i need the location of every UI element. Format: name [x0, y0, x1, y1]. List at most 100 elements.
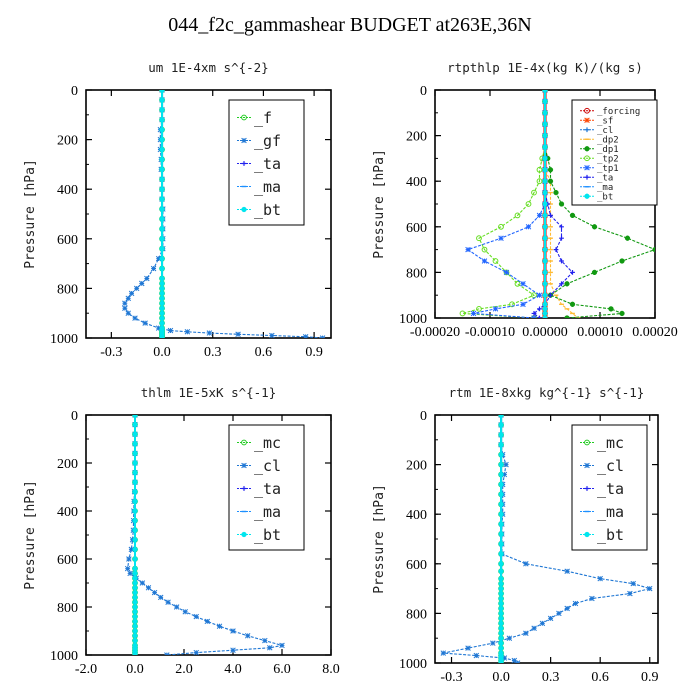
legend-label_bt: _bt [254, 526, 281, 544]
legend-label_dp1: _dp1 [597, 145, 619, 155]
x-tick-label: 2.0 [175, 662, 193, 677]
data-point_bt [132, 570, 138, 577]
y-tick-label: 600 [57, 553, 78, 568]
data-point_bt [542, 144, 548, 150]
legend-label_tp1: _tp1 [597, 164, 619, 174]
y-tick-label: 200 [57, 134, 78, 149]
data-point_bt [159, 117, 165, 123]
data-point_cl [503, 461, 509, 468]
data-point_bt [498, 595, 504, 602]
data-point_gf [122, 300, 128, 307]
data-point_bt [498, 521, 504, 527]
data-point_tp2 [509, 301, 515, 308]
data-point_cl [473, 652, 480, 659]
legend-label_forcing: _forcing [597, 107, 640, 117]
data-point_bt [159, 335, 165, 338]
series_bt [132, 415, 138, 655]
data-point_bt [132, 599, 138, 605]
data-point_dp1 [569, 212, 576, 219]
y-tick-label: 1000 [399, 657, 427, 672]
legend-label_ta: _ta [597, 173, 613, 183]
data-point_bt [542, 132, 548, 139]
data-point_bt [132, 618, 138, 625]
data-point_bt [159, 246, 165, 252]
data-point_gf [184, 329, 191, 335]
data-point_bt [159, 107, 165, 113]
data-point_bt [132, 604, 138, 610]
data-point_bt [498, 625, 504, 631]
data-point_cl [216, 623, 223, 629]
data-point_gf [302, 334, 309, 338]
data-point_bt [132, 652, 138, 655]
legend-label_cl: _cl [597, 126, 613, 136]
data-point_bt [132, 594, 138, 601]
data-point_bt [132, 609, 138, 615]
x-tick-label: 0.0 [492, 670, 510, 685]
data-point_bt [542, 315, 548, 318]
data-point_tp2 [525, 201, 532, 207]
data-point_bt [498, 511, 504, 517]
data-point_cl [139, 580, 146, 586]
data-point_bt [132, 623, 138, 629]
data-point_cl [501, 655, 508, 661]
x-tick-label: -0.00010 [465, 325, 515, 340]
data-point_tp1 [525, 224, 532, 230]
data-point_cl [230, 647, 236, 653]
series_bt [498, 415, 504, 663]
data-point_tp1 [498, 235, 504, 241]
legend-label_tp2: _tp2 [597, 154, 619, 164]
data-point_bt [498, 551, 504, 557]
data-point_ta [553, 247, 559, 252]
data-point_bt [132, 450, 138, 457]
chart-panel-um: um 1E-4xm s^{-2} 0 200 400 600 800 1000 -0.3 0.0… [23, 60, 332, 360]
data-point_gf [235, 331, 241, 338]
data-point_tp2 [498, 223, 504, 230]
legend-label_bt: _bt [597, 526, 624, 544]
legend-marker_bt [584, 193, 590, 199]
data-point_cl [182, 609, 188, 615]
data-point_gf [150, 265, 157, 272]
data-point_bt [159, 206, 165, 212]
data-point_cl [128, 546, 135, 553]
data-point_bt [542, 292, 548, 298]
data-point_bt [132, 421, 138, 428]
data-point_bt [542, 246, 548, 253]
data-point_bt [498, 590, 504, 597]
data-point_bt [132, 580, 138, 586]
x-tick-label: -0.00020 [410, 325, 460, 340]
data-point_bt [498, 501, 504, 507]
chart-panel-thlm: thlm 1E-5xK s^{-1} 0 200 400 600 800 1000-2.0 0… [23, 385, 340, 677]
data-point_gf [206, 330, 213, 336]
data-point_cl [646, 585, 653, 592]
legend-marker_cl [584, 127, 590, 133]
data-point_bt [498, 432, 504, 438]
data-point_bt [498, 481, 504, 488]
data-point_bt [542, 235, 548, 241]
data-point_gf [125, 310, 131, 316]
legend-box [228, 424, 305, 551]
legend-marker_tp1 [584, 164, 590, 171]
data-point_cl [262, 637, 268, 644]
data-point_tp2 [514, 280, 521, 287]
data-point_bt [159, 280, 165, 287]
data-point_bt [132, 489, 138, 495]
data-point_bt [159, 265, 165, 272]
data-point_bt [498, 442, 504, 448]
data-point_bt [498, 491, 504, 498]
legend-box [571, 424, 648, 551]
data-point_bt [132, 441, 138, 447]
data-point_ta [559, 258, 564, 264]
data-point_bt [159, 186, 165, 192]
x-tick-label: 6.0 [273, 662, 291, 677]
legend-marker_f [241, 114, 247, 121]
data-point_cl [279, 642, 285, 649]
data-point_cl [244, 633, 251, 639]
x-tick-label: 0.3 [204, 345, 222, 360]
data-point_ta [537, 315, 542, 318]
data-point_bt [498, 415, 504, 418]
data-point_ta [559, 224, 564, 230]
data-point_bt [159, 127, 165, 133]
legend-label_ta: _ta [597, 480, 624, 498]
data-point_cl [556, 610, 562, 617]
data-point_dp1 [564, 315, 570, 318]
